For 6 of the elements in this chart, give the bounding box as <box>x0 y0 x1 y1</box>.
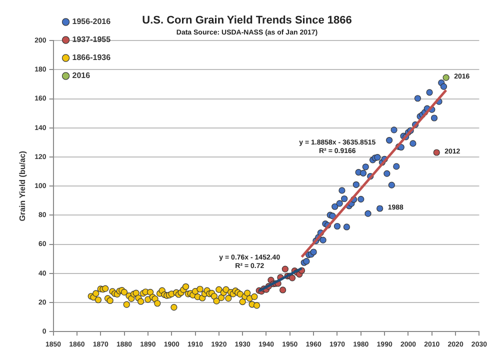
legend-label: 1937-1955 <box>72 35 112 44</box>
legend-label: 1956-2016 <box>72 17 112 26</box>
legend-label: 2016 <box>72 71 91 80</box>
y-axis-title: Grain Yield (bu/ac) <box>18 150 28 222</box>
chart-title: U.S. Corn Grain Yield Trends Since 1866 <box>142 14 352 27</box>
legend-label: 1866-1936 <box>72 53 112 62</box>
